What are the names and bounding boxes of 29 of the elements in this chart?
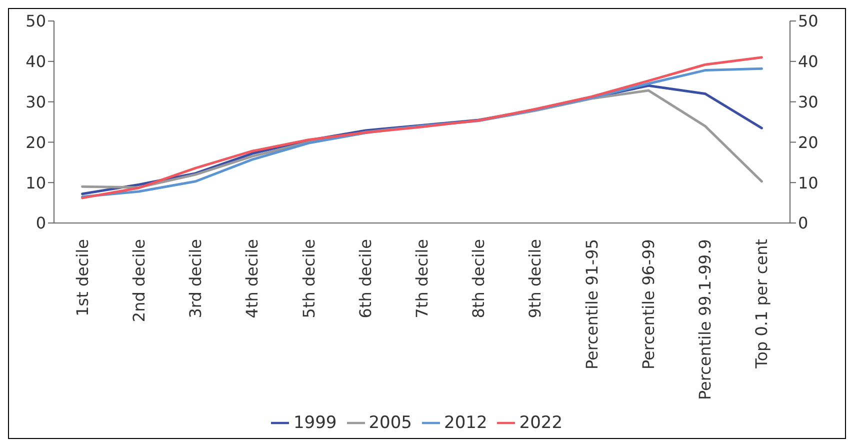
- y-tick-label: 30: [26, 92, 46, 112]
- legend-label: 1999: [293, 413, 337, 433]
- legend-label: 2005: [368, 413, 412, 433]
- x-tick-label: Percentile 96-99: [638, 239, 658, 370]
- x-tick-label: 2nd decile: [129, 239, 148, 322]
- x-tick-label: 6th decile: [356, 239, 375, 318]
- y2-tick-label: 10: [798, 173, 818, 192]
- legend-label: 2012: [444, 413, 488, 433]
- y2-tick-label: 40: [798, 52, 818, 72]
- x-tick-label: 5th decile: [299, 239, 318, 318]
- y-tick-label: 0: [36, 214, 46, 233]
- x-tick-label: 3rd decile: [186, 239, 206, 318]
- y2-tick-label: 50: [798, 12, 818, 31]
- y2-tick-label: 30: [798, 92, 818, 112]
- y-tick-label: 20: [26, 132, 46, 152]
- y2-tick-label: 20: [798, 132, 818, 152]
- x-tick-label: 1st decile: [72, 239, 92, 316]
- y2-tick-label: 0: [798, 214, 808, 233]
- x-tick-label: 8th decile: [469, 239, 488, 318]
- legend-label: 2022: [519, 413, 563, 433]
- x-tick-label: 4th decile: [242, 239, 262, 318]
- x-tick-label: Percentile 99.1-99.9: [696, 239, 715, 400]
- x-tick-label: 9th decile: [526, 239, 545, 318]
- x-tick-label: 7th decile: [412, 239, 432, 318]
- x-tick-label: Top 0.1 per cent: [752, 239, 772, 370]
- x-tick-label: Percentile 91-95: [582, 239, 602, 370]
- y-tick-label: 40: [26, 52, 46, 72]
- y-tick-label: 50: [26, 12, 46, 31]
- y-tick-label: 10: [26, 173, 46, 192]
